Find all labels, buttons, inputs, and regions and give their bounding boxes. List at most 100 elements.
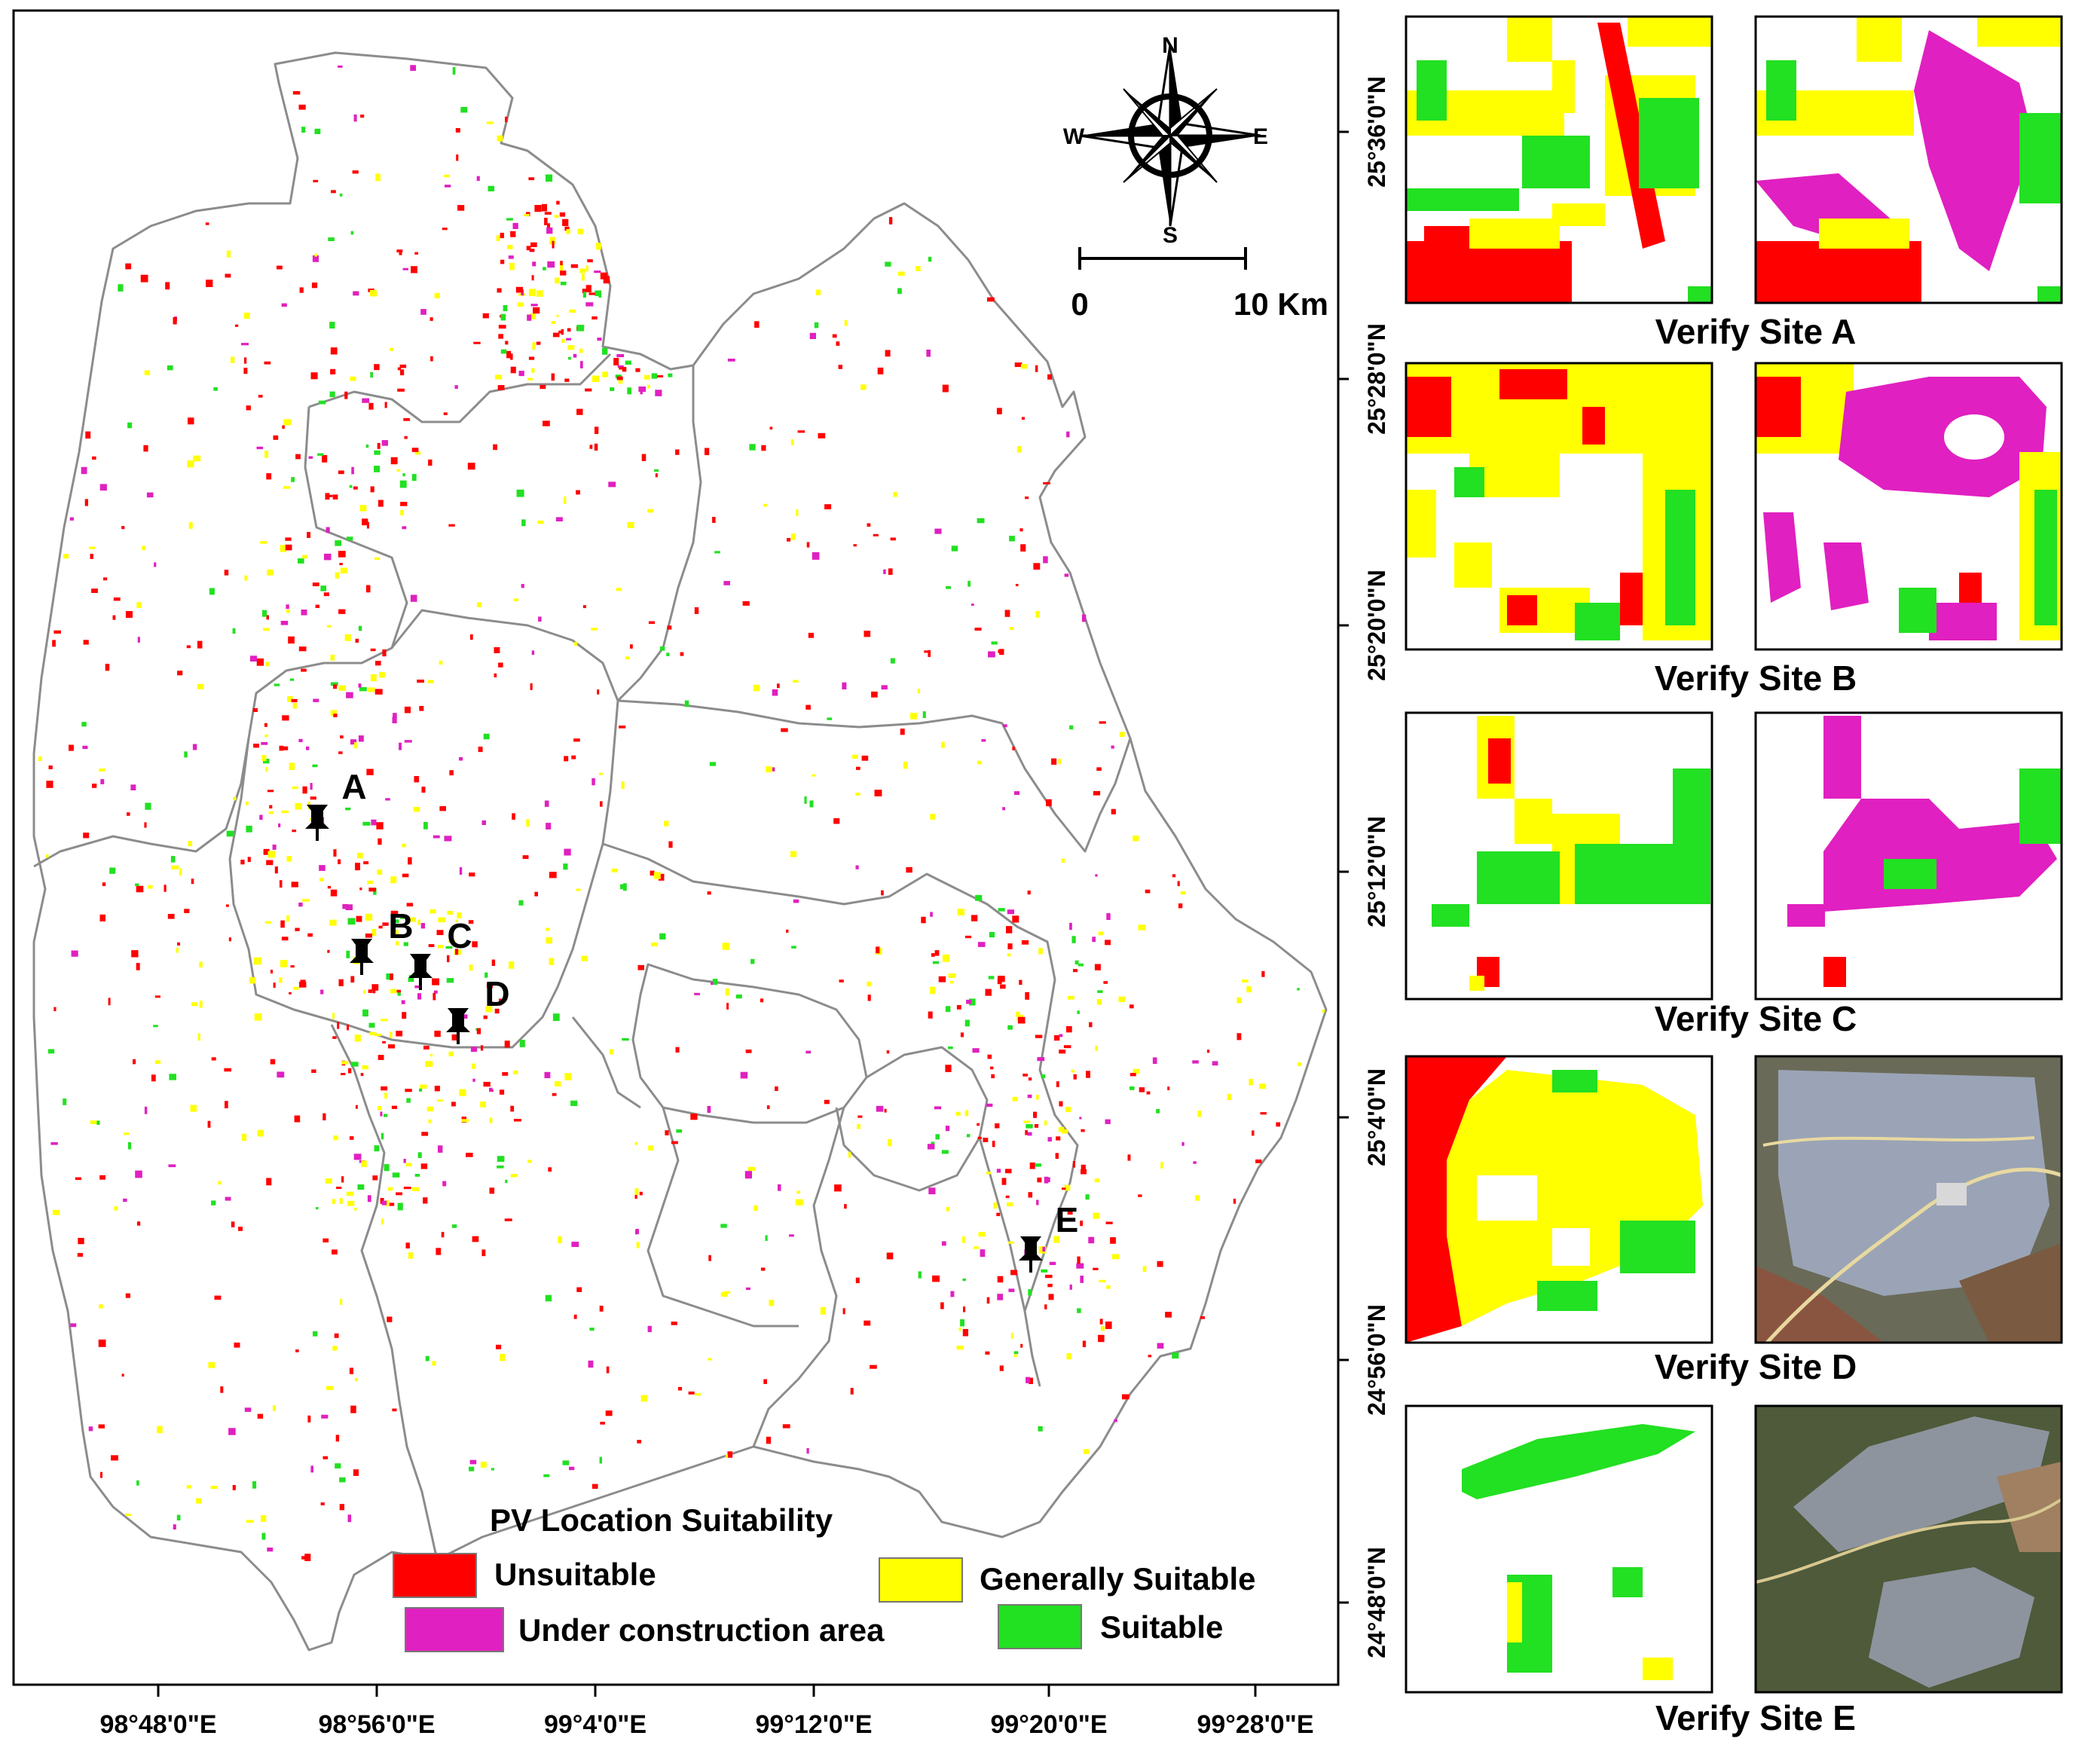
y-axis-ticks — [1338, 130, 1349, 1604]
raster-cell — [600, 272, 608, 280]
raster-cell — [442, 1181, 447, 1187]
raster-cell — [332, 1013, 335, 1019]
raster-cell — [291, 698, 298, 703]
raster-cell — [92, 456, 96, 460]
raster-cell — [1236, 1033, 1242, 1040]
raster-cell — [946, 586, 951, 589]
raster-cell — [434, 990, 438, 994]
raster-cell — [966, 999, 972, 1004]
raster-cell — [1079, 1117, 1082, 1120]
raster-cell — [1066, 1025, 1072, 1033]
raster-cell — [378, 838, 382, 845]
raster-cell — [455, 128, 460, 133]
raster-cell — [340, 567, 347, 574]
raster-cell — [82, 745, 88, 750]
raster-cell — [1042, 1246, 1046, 1252]
raster-cell — [286, 604, 289, 610]
raster-cell — [664, 820, 669, 827]
raster-cell — [238, 1227, 243, 1231]
raster-cell — [791, 946, 796, 949]
raster-cell — [197, 683, 204, 689]
raster-cell — [329, 322, 335, 328]
raster-cell — [283, 419, 292, 426]
raster-cell — [566, 229, 570, 234]
raster-cell — [667, 625, 672, 630]
raster-cell — [930, 912, 933, 917]
raster-cell — [981, 739, 986, 742]
raster-cell — [548, 1167, 552, 1172]
raster-cell — [312, 764, 318, 768]
raster-cell — [997, 1276, 1004, 1283]
raster-cell — [173, 1524, 176, 1529]
raster-cell — [1103, 981, 1108, 984]
compass-west-label: W — [1063, 124, 1085, 149]
raster-cell — [266, 473, 272, 480]
raster-cell — [1081, 1129, 1085, 1132]
raster-cell — [338, 859, 341, 864]
raster-cell — [677, 1386, 683, 1391]
raster-cell — [668, 373, 673, 377]
raster-cell — [934, 1106, 942, 1110]
raster-cell — [1098, 931, 1104, 936]
panel-b-construction — [1754, 362, 2063, 651]
raster-cell — [52, 1209, 60, 1215]
raster-cell — [165, 282, 170, 290]
raster-cell — [417, 993, 422, 1000]
raster-cell — [368, 888, 377, 892]
raster-cell — [620, 884, 624, 890]
raster-cell — [403, 1159, 406, 1163]
raster-cell — [389, 1031, 393, 1038]
raster-cell — [809, 332, 816, 339]
raster-cell — [405, 1163, 412, 1167]
raster-cell — [484, 972, 488, 978]
site-marker-a — [305, 805, 329, 841]
raster-cell — [519, 1040, 525, 1047]
raster-cell — [330, 889, 338, 897]
raster-cell — [302, 899, 310, 902]
raster-cell — [263, 759, 270, 764]
raster-cell — [452, 67, 456, 75]
district-border-10 — [571, 1016, 641, 1109]
raster-cell — [589, 445, 593, 449]
raster-cell — [213, 387, 218, 391]
raster-cell — [857, 1115, 863, 1118]
raster-cell — [358, 625, 362, 631]
raster-cell — [1020, 1343, 1023, 1348]
raster-cell — [410, 594, 417, 602]
raster-cell — [567, 328, 571, 332]
raster-cell — [977, 518, 985, 524]
raster-cell — [591, 1484, 598, 1489]
raster-cell — [549, 958, 555, 965]
raster-cell — [1077, 1308, 1081, 1313]
raster-cell — [315, 604, 319, 608]
raster-cell — [836, 341, 840, 346]
raster-cell — [78, 1238, 84, 1245]
raster-cell — [555, 517, 563, 521]
raster-cell — [763, 1379, 767, 1384]
raster-cell — [136, 602, 142, 608]
raster-cell — [1073, 969, 1078, 973]
raster-cell — [812, 774, 816, 777]
raster-cell — [705, 448, 710, 456]
raster-cell — [177, 942, 180, 946]
raster-cell — [1044, 1176, 1049, 1184]
raster-cell — [378, 1106, 382, 1111]
scale-bar — [1078, 247, 1247, 270]
raster-cell — [406, 903, 414, 907]
raster-cell — [1071, 936, 1076, 943]
raster-cell — [564, 756, 569, 762]
raster-cell — [855, 793, 860, 796]
raster-cell — [1025, 992, 1029, 1000]
raster-cell — [1089, 1022, 1093, 1028]
raster-cell — [1073, 1074, 1077, 1080]
raster-cell — [261, 1532, 266, 1540]
raster-cell — [470, 634, 473, 640]
y-tick-label-3: 25°20'0"N — [1363, 570, 1390, 681]
legend-item-under-construction: Under construction area — [405, 1607, 885, 1652]
raster-cell — [267, 1548, 274, 1552]
raster-cell — [1259, 1083, 1267, 1089]
raster-cell — [870, 1364, 877, 1369]
district-border-4 — [616, 365, 702, 702]
raster-cell — [84, 499, 88, 506]
raster-cell — [491, 959, 496, 966]
